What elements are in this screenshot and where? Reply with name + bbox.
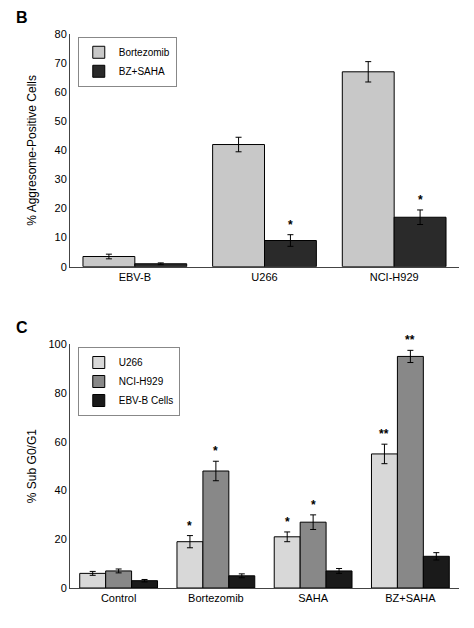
svg-text:80: 80	[55, 387, 67, 399]
svg-text:*: *	[288, 218, 293, 232]
svg-text:BZ+SAHA: BZ+SAHA	[119, 66, 165, 77]
svg-text:60: 60	[55, 86, 67, 98]
svg-text:NCI-H929: NCI-H929	[119, 376, 164, 387]
svg-text:**: **	[405, 333, 415, 347]
svg-text:60: 60	[55, 436, 67, 448]
svg-text:U266: U266	[251, 271, 277, 283]
svg-text:30: 30	[55, 173, 67, 185]
svg-text:*: *	[311, 498, 316, 512]
svg-text:Bortezomib: Bortezomib	[188, 592, 244, 604]
svg-text:SAHA: SAHA	[298, 592, 329, 604]
svg-text:% Sub G0/G1: % Sub G0/G1	[25, 429, 39, 503]
svg-text:*: *	[187, 519, 192, 533]
svg-text:40: 40	[55, 484, 67, 496]
svg-text:70: 70	[55, 57, 67, 69]
svg-text:10: 10	[55, 231, 67, 243]
svg-text:Control: Control	[101, 592, 136, 604]
svg-text:20: 20	[55, 202, 67, 214]
svg-text:*: *	[285, 515, 290, 529]
svg-text:20: 20	[55, 533, 67, 545]
svg-text:EBV-B Cells: EBV-B Cells	[119, 395, 173, 406]
svg-text:40: 40	[55, 144, 67, 156]
svg-text:80: 80	[55, 28, 67, 40]
svg-text:0: 0	[61, 261, 67, 273]
svg-text:U266: U266	[119, 357, 143, 368]
svg-text:Bortezomib: Bortezomib	[119, 47, 170, 58]
svg-text:*: *	[213, 444, 218, 458]
svg-text:B: B	[16, 9, 28, 26]
svg-text:**: **	[379, 427, 389, 441]
svg-text:NCI-H929: NCI-H929	[370, 271, 419, 283]
svg-text:0: 0	[61, 582, 67, 594]
svg-text:C: C	[16, 319, 28, 336]
svg-text:50: 50	[55, 115, 67, 127]
svg-text:EBV-B: EBV-B	[119, 271, 151, 283]
svg-text:BZ+SAHA: BZ+SAHA	[385, 592, 436, 604]
svg-text:100: 100	[48, 338, 66, 350]
svg-text:*: *	[418, 193, 423, 207]
svg-text:% Aggresome-Positive Cells: % Aggresome-Positive Cells	[25, 75, 39, 226]
